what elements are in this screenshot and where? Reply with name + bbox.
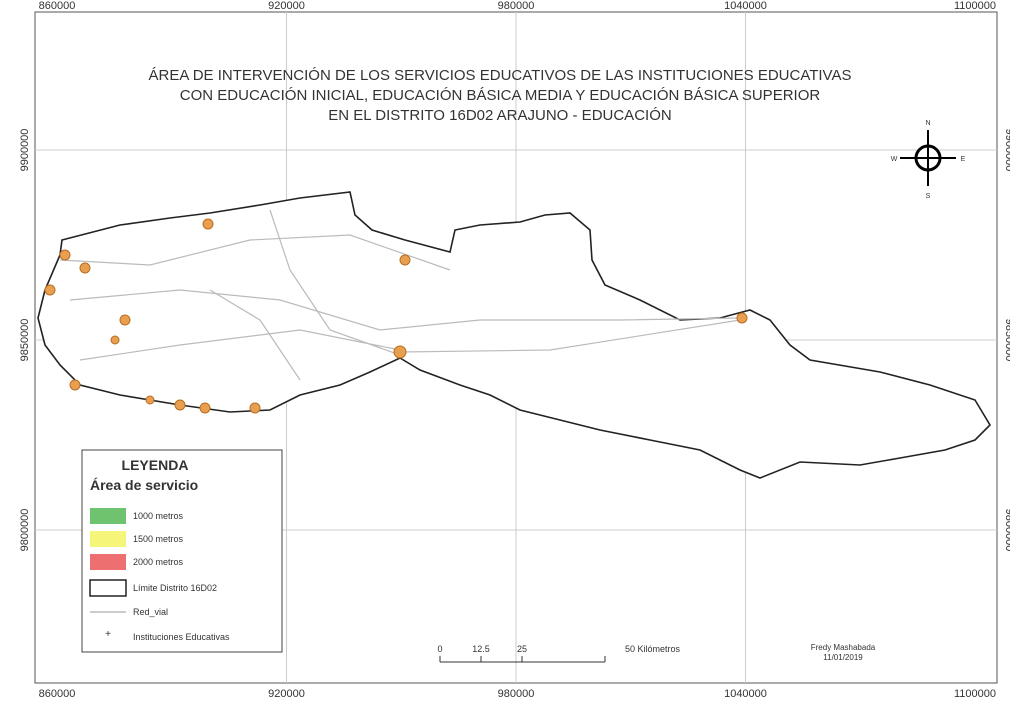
scale-label: 25 <box>517 644 527 654</box>
y-coord-label: 9900000 <box>19 129 31 172</box>
legend-item: Red_vial <box>133 607 168 617</box>
legend-item: Límite Distrito 16D02 <box>133 583 217 593</box>
compass-n: N <box>925 120 930 127</box>
legend-subtitle: Área de servicio <box>90 477 198 493</box>
y-coord-label: 9800000 <box>19 509 31 552</box>
x-coord-label: 980000 <box>498 688 535 700</box>
x-coord-label: 920000 <box>268 688 305 700</box>
title-line: ÁREA DE INTERVENCIÓN DE LOS SERVICIOS ED… <box>149 67 852 84</box>
title-line: EN EL DISTRITO 16D02 ARAJUNO - EDUCACIÓN <box>328 107 671 124</box>
svg-text:+: + <box>105 629 111 640</box>
legend-item: 1500 metros <box>133 534 184 544</box>
compass: N S E W <box>891 120 966 200</box>
x-coord-label: 920000 <box>268 0 305 12</box>
x-coord-label: 860000 <box>39 0 76 12</box>
y-coord-label: 9900000 <box>1003 129 1010 172</box>
road-network <box>59 209 741 381</box>
title-line: CON EDUCACIÓN INICIAL, EDUCACIÓN BÁSICA … <box>180 87 821 104</box>
institutions <box>44 218 748 414</box>
y-coord-label: 9800000 <box>1003 509 1010 552</box>
x-coord-label: 860000 <box>39 688 76 700</box>
x-coord-label: 1100000 <box>954 688 996 700</box>
x-coord-label: 1100000 <box>954 0 996 12</box>
x-coord-label: 980000 <box>498 0 535 12</box>
compass-s: S <box>926 193 931 200</box>
x-coord-label: 1040000 <box>724 0 767 12</box>
legend-item: 1000 metros <box>133 511 184 521</box>
legend-item: 2000 metros <box>133 557 184 567</box>
legend: LEYENDA Área de servicio + 1000 metros 1… <box>81 449 283 653</box>
compass-w: W <box>891 156 898 163</box>
y-coord-label: 9850000 <box>19 319 31 362</box>
district-boundary <box>37 191 992 479</box>
scale-label: 12.5 <box>472 644 490 654</box>
scale-label: 0 <box>437 644 442 654</box>
author: Fredy Mashabada <box>811 643 876 652</box>
legend-title: LEYENDA <box>122 457 189 473</box>
date: 11/01/2019 <box>823 653 863 662</box>
compass-e: E <box>961 156 966 163</box>
legend-item: Instituciones Educativas <box>133 632 230 642</box>
scale-label: 50 Kilómetros <box>625 644 681 654</box>
x-coord-label: 1040000 <box>724 688 767 700</box>
y-coord-label: 9850000 <box>1003 319 1010 362</box>
scale-bar: 0 12.5 25 50 Kilómetros <box>437 644 681 663</box>
